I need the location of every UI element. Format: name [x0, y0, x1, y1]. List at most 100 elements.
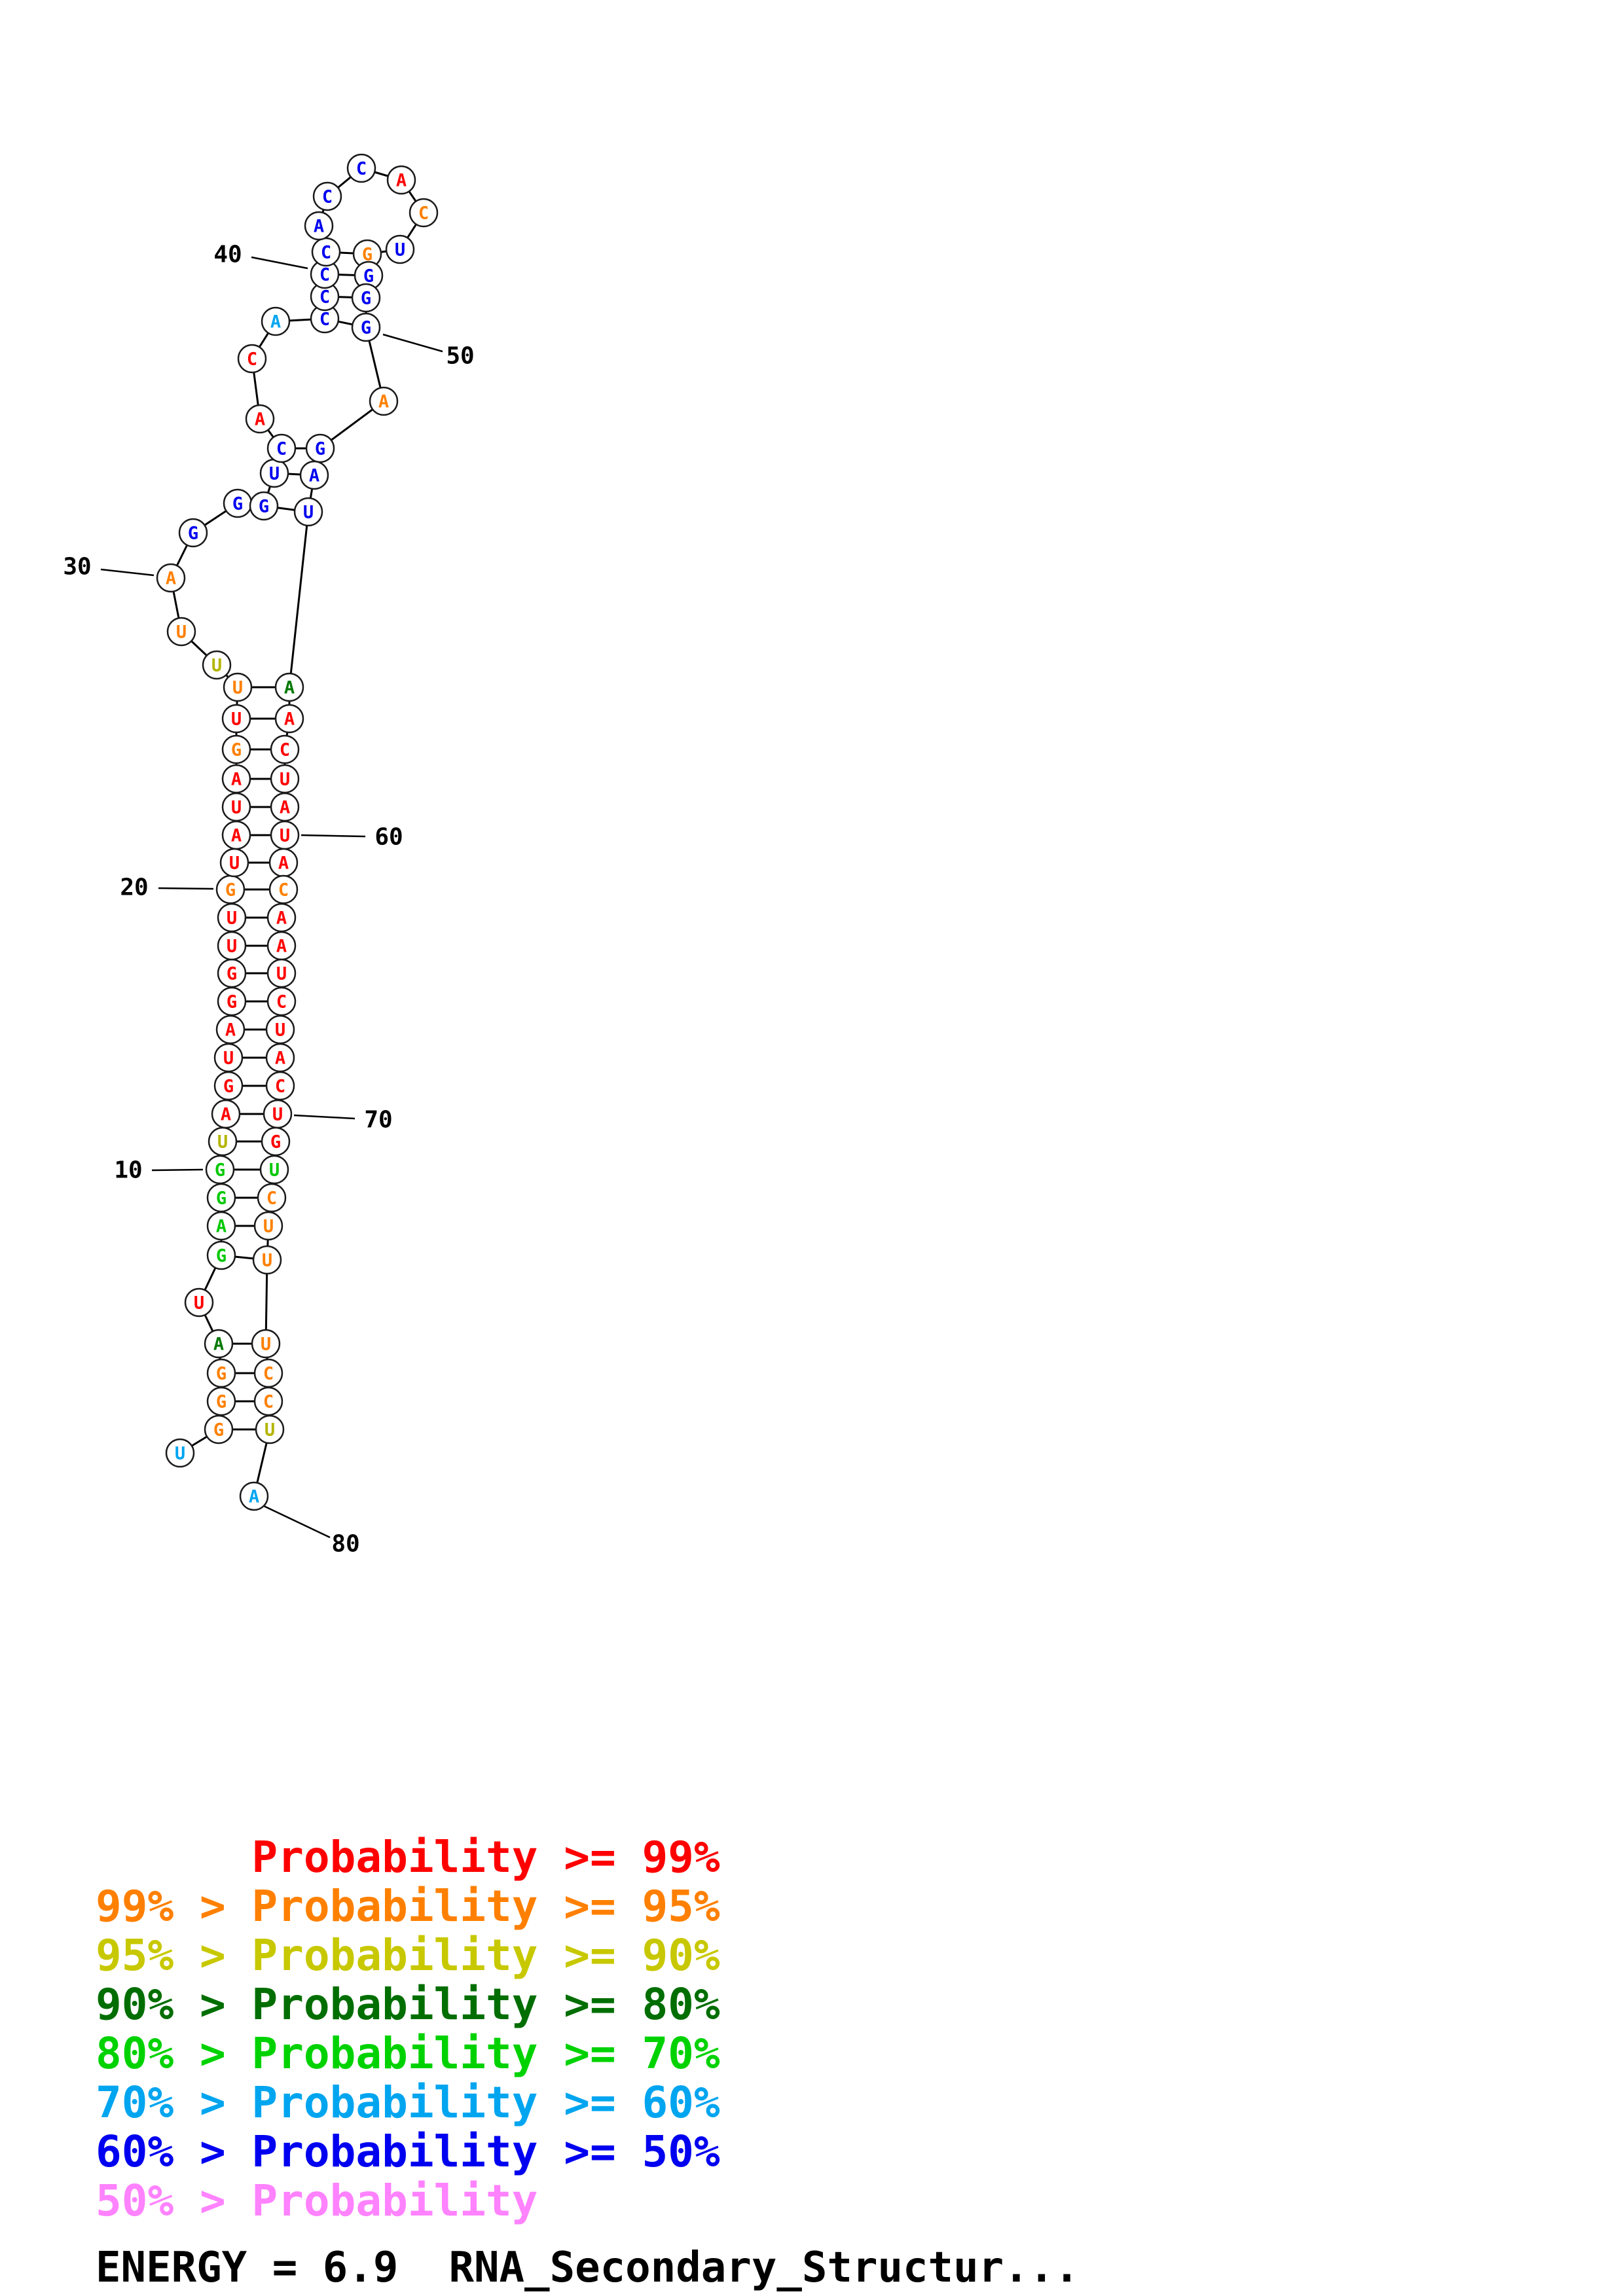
nucleotide-circle-74 [259, 1155, 289, 1185]
nucleotide-base-G: G [216, 1189, 227, 1209]
nucleotide-base-A: A [213, 1335, 224, 1355]
position-label: 40 [213, 242, 242, 268]
nucleotide-circle-76 [253, 1211, 283, 1241]
legend-line: 90% > Probability >= 80% [96, 1979, 720, 2030]
nucleotide-base-U: U [262, 1251, 272, 1271]
nucleotide-circle-57 [274, 672, 304, 702]
position-label: 10 [114, 1157, 142, 1184]
nucleotide-base-G: G [213, 1420, 224, 1441]
nucleotide-circle-44 [312, 181, 342, 211]
nucleotide-base-A: A [280, 798, 290, 818]
nucleotide-circle-1 [165, 1438, 195, 1468]
rna-secondary-structure-diagram: 1020304050607080UGGGAUGAGGUAGUAGGUUGUAUA… [63, 153, 475, 1558]
nucleotide-circle-6 [184, 1287, 214, 1318]
nucleotide-circle-33 [249, 491, 279, 521]
nucleotide-base-C: C [321, 243, 331, 263]
nucleotide-circle-78 [251, 1329, 281, 1359]
position-label: 30 [63, 554, 91, 581]
nucleotide-base-G: G [227, 992, 237, 1013]
energy-text: ENERGY = 6.9 RNA_Secondary_Structur... [96, 2244, 1080, 2292]
nucleotide-circle-7 [206, 1240, 236, 1270]
nucleotide-base-C: C [276, 992, 287, 1013]
nucleotide-base-U: U [263, 1217, 274, 1237]
nucleotide-base-A: A [225, 1020, 236, 1041]
nucleotide-base-C: C [319, 265, 330, 285]
nucleotide-base-A: A [249, 1487, 259, 1507]
nucleotide-base-G: G [361, 318, 371, 338]
nucleotide-base-U: U [280, 770, 290, 790]
nucleotide-circle-55 [299, 460, 329, 490]
nucleotide-base-A: A [275, 1049, 285, 1069]
nucleotide-base-U: U [303, 503, 314, 523]
nucleotide-base-A: A [284, 678, 295, 698]
nucleotide-base-C: C [280, 740, 290, 761]
nucleotide-base-U: U [211, 656, 222, 676]
nucleotide-circle-59 [270, 734, 300, 764]
legend-line: Probability >= 99% [96, 1832, 720, 1882]
nucleotide-base-U: U [176, 622, 187, 643]
nucleotide-base-C: C [263, 1364, 274, 1384]
nucleotide-base-U: U [229, 853, 240, 874]
nucleotide-base-U: U [217, 1132, 228, 1153]
nucleotide-base-C: C [263, 1392, 274, 1412]
nucleotide-circle-12 [211, 1099, 241, 1129]
nucleotide-base-G: G [361, 289, 371, 309]
nucleotide-base-U: U [269, 464, 280, 484]
nucleotide-base-A: A [309, 466, 319, 486]
nucleotide-base-U: U [232, 678, 243, 698]
nucleotide-base-A: A [221, 1105, 231, 1125]
nucleotide-base-A: A [278, 853, 289, 874]
backbone-segment [288, 511, 310, 688]
nucleotide-base-U: U [280, 826, 290, 846]
nucleotide-base-U: U [261, 1335, 271, 1355]
nucleotide-base-C: C [418, 204, 429, 224]
nucleotide-base-G: G [216, 1246, 227, 1266]
probability-legend: Probability >= 99% 99% > Probability >= 9… [96, 1833, 720, 2225]
nucleotide-base-U: U [269, 1160, 280, 1181]
legend-line: 50% > Probability [96, 2176, 538, 2226]
position-label: 80 [331, 1531, 359, 1558]
nucleotide-circle-48 [385, 234, 415, 264]
position-label-line [251, 256, 308, 270]
nucleotide-base-A: A [284, 709, 295, 730]
nucleotide-circle-31 [178, 518, 208, 548]
nucleotide-circle-52 [351, 312, 381, 342]
nucleotide-circle-35 [266, 433, 297, 463]
nucleotide-base-U: U [264, 1420, 275, 1441]
nucleotide-base-A: A [216, 1217, 227, 1237]
position-label: 70 [364, 1107, 392, 1134]
legend-line: 95% > Probability >= 90% [96, 1930, 720, 1981]
nucleotide-base-G: G [363, 266, 374, 287]
nucleotide-base-U: U [272, 1105, 283, 1125]
nucleotide-base-G: G [215, 1160, 225, 1181]
nucleotide-circle-53 [369, 386, 399, 416]
nucleotide-base-C: C [276, 439, 287, 459]
nucleotide-base-A: A [270, 312, 281, 332]
position-label-line [293, 1114, 356, 1120]
nucleotide-base-C: C [356, 159, 367, 179]
position-label-line [158, 887, 214, 890]
nucleotide-circle-24 [221, 764, 251, 794]
nucleotide-circle-28 [202, 650, 232, 680]
nucleotide-base-C: C [275, 1077, 285, 1097]
nucleotide-base-A: A [276, 908, 287, 929]
nucleotide-circle-5 [204, 1329, 234, 1359]
nucleotide-base-U: U [275, 1020, 285, 1041]
position-label-line [382, 333, 443, 353]
nucleotide-base-A: A [276, 937, 287, 957]
nucleotide-base-A: A [378, 392, 389, 412]
nucleotide-base-U: U [276, 964, 287, 984]
nucleotide-circle-29 [166, 617, 196, 647]
nucleotide-base-C: C [266, 1189, 277, 1209]
nucleotide-base-U: U [175, 1444, 185, 1464]
nucleotide-circle-77 [252, 1245, 282, 1275]
nucleotide-base-G: G [315, 439, 325, 459]
position-label: 50 [446, 343, 474, 370]
nucleotide-circle-43 [304, 211, 334, 241]
nucleotide-base-U: U [194, 1293, 204, 1314]
nucleotide-base-G: G [232, 494, 243, 514]
nucleotide-base-A: A [314, 217, 324, 237]
nucleotide-base-G: G [216, 1392, 227, 1412]
nucleotide-circle-27 [223, 672, 253, 702]
nucleotide-circle-71 [265, 1071, 295, 1101]
